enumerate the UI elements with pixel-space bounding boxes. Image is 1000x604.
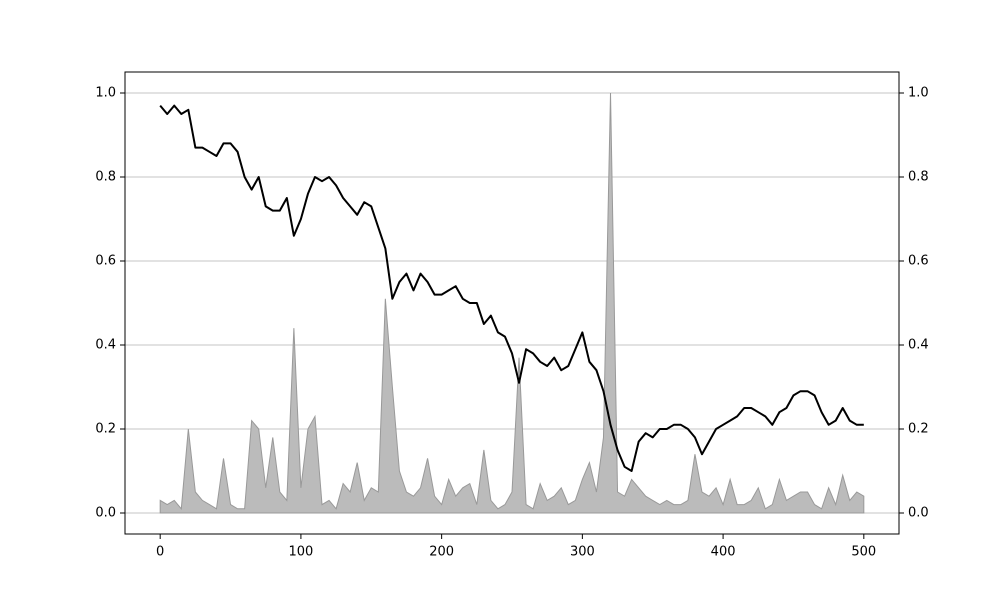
x-tick-label: 300	[570, 545, 595, 560]
x-tick-label: 100	[288, 545, 313, 560]
y2-tick-label: 0.0	[908, 506, 929, 521]
x-tick-label: 0	[156, 545, 164, 560]
y-tick-label: 1.0	[95, 86, 116, 101]
x-tick-label: 500	[851, 545, 876, 560]
y2-tick-label: 0.4	[908, 338, 929, 353]
y2-tick-label: 0.6	[908, 254, 929, 269]
y2-tick-label: 0.8	[908, 170, 929, 185]
line	[159, 104, 864, 472]
y-tick-label: 0.6	[95, 254, 116, 269]
x-tick-label: 200	[429, 545, 454, 560]
y2-tick-label: 0.2	[908, 422, 929, 437]
y-tick-label: 0.8	[95, 170, 116, 185]
area	[159, 92, 865, 514]
y-tick-label: 0.4	[95, 338, 116, 353]
x-tick-label: 400	[711, 545, 736, 560]
plot-frame	[124, 71, 900, 535]
y-tick-label: 0.0	[95, 506, 116, 521]
y-tick-label: 0.2	[95, 422, 116, 437]
y2-tick-label: 1.0	[908, 86, 929, 101]
